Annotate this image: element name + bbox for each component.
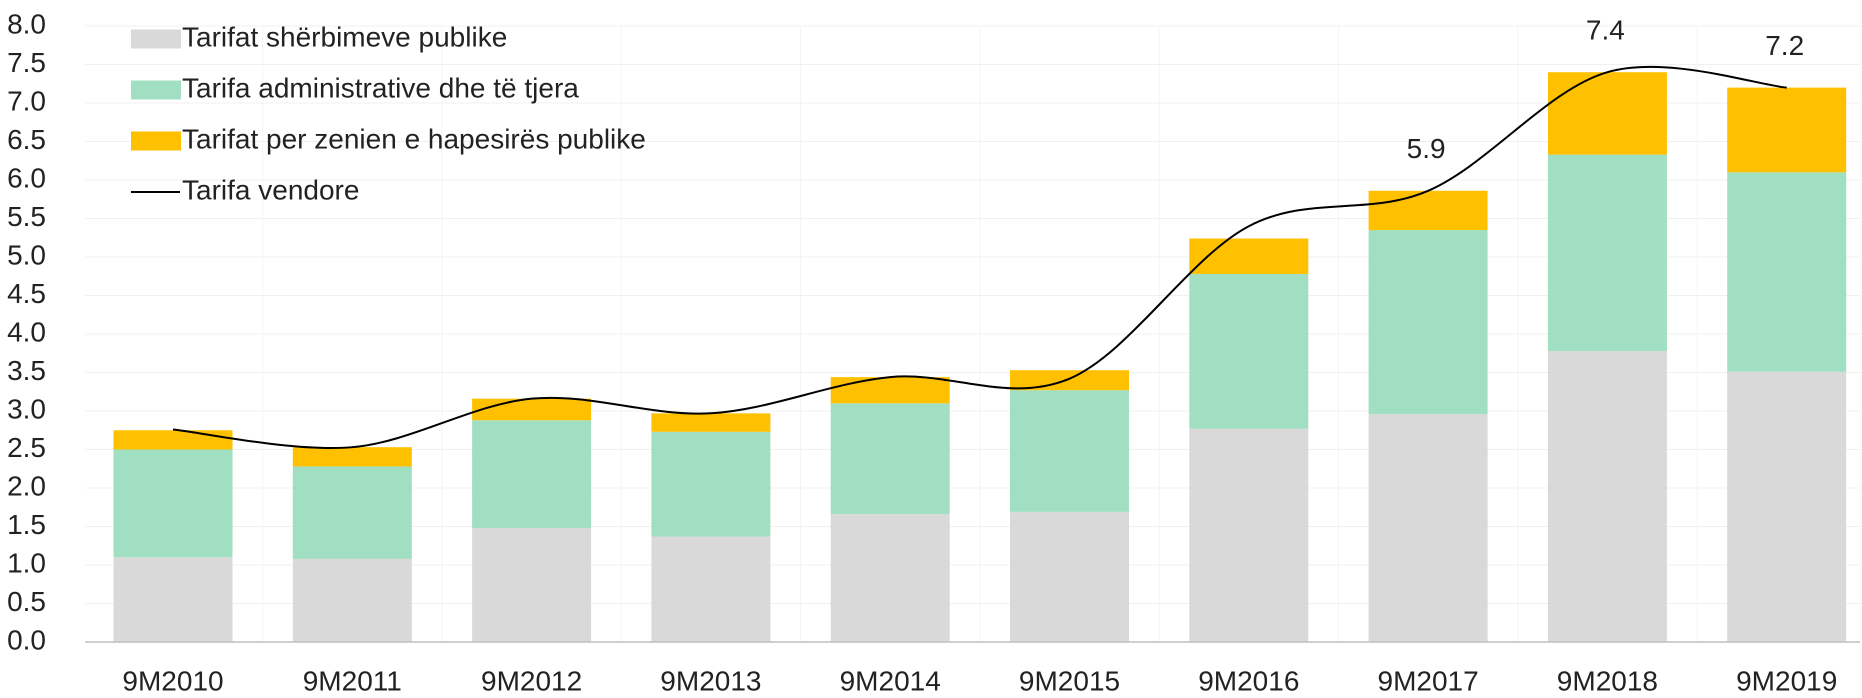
bar-segment: [472, 398, 592, 421]
y-tick-label: 1.5: [7, 509, 46, 540]
x-tick-label: 9M2010: [122, 665, 223, 696]
data-label: 7.2: [1765, 30, 1804, 61]
bar-segment: [1368, 414, 1488, 642]
x-tick-label: 9M2019: [1736, 665, 1837, 696]
bar-segment: [292, 447, 412, 467]
y-tick-label: 8.0: [7, 8, 46, 39]
bar-segment: [830, 403, 950, 515]
x-tick-label: 9M2011: [303, 665, 402, 696]
y-tick-label: 2.0: [7, 470, 46, 501]
line: [172, 65, 1787, 449]
bar-segment: [472, 420, 592, 529]
y-tick-label: 6.0: [7, 162, 46, 193]
bar-segment: [1727, 371, 1847, 642]
bar-segment: [1547, 72, 1667, 155]
bar-segment: [1727, 172, 1847, 372]
bar-segment: [651, 431, 771, 537]
bar-segment: [1547, 154, 1667, 351]
y-tick-label: 3.5: [7, 355, 46, 386]
legend-label: Tarifat shërbimeve publike: [182, 21, 507, 52]
y-tick-label: 3.0: [7, 393, 46, 424]
x-tick-label: 9M2012: [481, 665, 582, 696]
legend-swatch: [131, 80, 181, 100]
bar-segment: [1189, 428, 1309, 642]
bar-segment: [472, 528, 592, 642]
legend-label: Tarifat per zenien e hapesirës publike: [182, 123, 646, 154]
x-tick-label: 9M2014: [840, 665, 941, 696]
bar-segment: [1010, 370, 1129, 391]
x-tick-label: 9M2013: [660, 665, 761, 696]
data-label: 5.9: [1407, 133, 1446, 164]
legend-label: Tarifa vendore: [182, 174, 359, 205]
bar-segment: [1368, 230, 1488, 415]
bar-segment: [830, 514, 950, 642]
y-tick-label: 7.0: [7, 85, 46, 116]
bar-segment: [1010, 390, 1129, 512]
x-tick-label: 9M2017: [1378, 665, 1479, 696]
y-tick-label: 4.0: [7, 316, 46, 347]
bar-segment: [1727, 87, 1847, 173]
bar-segment: [651, 413, 771, 432]
legend-label: Tarifa administrative dhe të tjera: [182, 72, 579, 103]
y-tick-label: 0.0: [7, 624, 46, 655]
x-tick-label: 9M2016: [1198, 665, 1299, 696]
y-tick-label: 0.5: [7, 586, 46, 617]
bar-segment: [113, 430, 233, 450]
bar-segment: [292, 466, 412, 559]
bar-segment: [1189, 273, 1309, 429]
bar-segment: [651, 536, 771, 642]
y-tick-label: 2.5: [7, 432, 46, 463]
bar-segment: [830, 377, 950, 404]
y-tick-label: 5.0: [7, 239, 46, 270]
bar-segment: [1010, 511, 1129, 642]
y-tick-label: 6.5: [7, 124, 46, 155]
bar-segment: [113, 557, 233, 642]
y-tick-label: 1.0: [7, 547, 46, 578]
bar-segment: [1547, 350, 1667, 642]
bar-segment: [292, 558, 412, 642]
legend-swatch: [131, 29, 181, 49]
bar-segment: [1368, 190, 1488, 231]
x-tick-label: 9M2018: [1557, 665, 1658, 696]
y-tick-label: 5.5: [7, 201, 46, 232]
x-tick-label: 9M2015: [1019, 665, 1120, 696]
y-tick-label: 7.5: [7, 47, 46, 78]
bar-segment: [113, 449, 233, 558]
legend-swatch: [131, 131, 181, 151]
y-tick-label: 4.5: [7, 278, 46, 309]
data-label: 7.4: [1586, 15, 1625, 46]
